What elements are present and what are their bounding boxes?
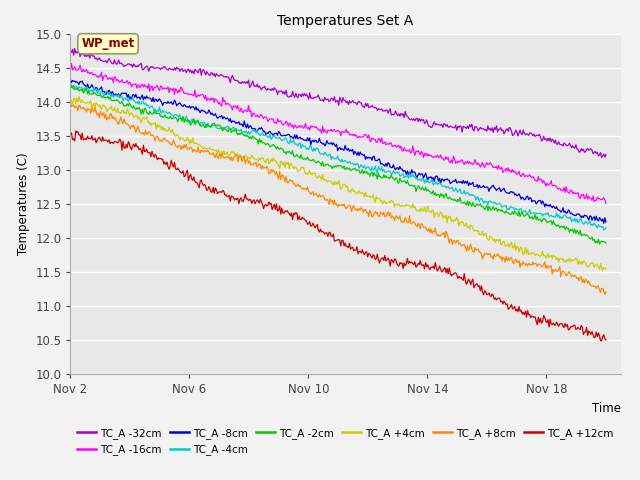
Text: WP_met: WP_met [81, 37, 134, 50]
TC_A -32cm [357, 100, 365, 106]
Line: TC_A +12cm: TC_A +12cm [70, 131, 606, 341]
TC_A -32cm [387, 106, 394, 111]
TC_A -8cm [385, 161, 393, 167]
Title: Temperatures Set A: Temperatures Set A [278, 14, 413, 28]
Line: TC_A -32cm: TC_A -32cm [70, 48, 606, 157]
TC_A -8cm [600, 220, 607, 226]
TC_A -32cm [325, 99, 333, 105]
TC_A +4cm [322, 177, 330, 183]
TC_A +8cm [324, 198, 332, 204]
TC_A -2cm [67, 80, 74, 86]
TC_A -8cm [602, 219, 610, 225]
TC_A -32cm [602, 152, 610, 157]
TC_A -16cm [67, 67, 74, 72]
TC_A -4cm [67, 84, 74, 90]
TC_A +12cm [357, 250, 365, 256]
TC_A +8cm [602, 289, 610, 295]
TC_A -4cm [602, 225, 610, 230]
Line: TC_A +4cm: TC_A +4cm [70, 96, 606, 271]
TC_A -2cm [356, 170, 364, 176]
TC_A -32cm [590, 150, 598, 156]
TC_A -8cm [356, 149, 364, 155]
TC_A +8cm [601, 291, 609, 297]
TC_A -16cm [322, 129, 330, 135]
TC_A -32cm [507, 125, 515, 131]
Y-axis label: Temperatures (C): Temperatures (C) [17, 153, 29, 255]
TC_A -32cm [322, 97, 330, 103]
TC_A -2cm [385, 176, 393, 181]
TC_A +12cm [72, 128, 79, 134]
TC_A -16cm [357, 134, 365, 140]
TC_A +4cm [75, 94, 83, 99]
TC_A -32cm [71, 46, 79, 51]
TC_A -2cm [321, 163, 328, 168]
X-axis label: Time: Time [592, 402, 621, 415]
TC_A -8cm [589, 215, 597, 221]
TC_A -8cm [324, 140, 332, 146]
TC_A -4cm [507, 204, 515, 209]
TC_A -4cm [387, 168, 394, 174]
TC_A +8cm [385, 213, 393, 219]
TC_A -16cm [387, 140, 394, 145]
TC_A +4cm [507, 241, 515, 247]
TC_A +8cm [589, 283, 597, 288]
TC_A -16cm [507, 167, 515, 173]
TC_A -16cm [325, 128, 333, 133]
TC_A -2cm [589, 238, 597, 243]
TC_A +4cm [599, 268, 607, 274]
TC_A -4cm [590, 220, 598, 226]
TC_A +4cm [357, 191, 365, 196]
TC_A +12cm [387, 263, 394, 269]
TC_A -2cm [324, 162, 332, 168]
Line: TC_A -4cm: TC_A -4cm [70, 85, 606, 230]
TC_A +8cm [67, 99, 74, 105]
TC_A +12cm [325, 229, 333, 235]
TC_A -4cm [357, 162, 365, 168]
TC_A +12cm [67, 132, 74, 138]
TC_A +8cm [321, 197, 328, 203]
Line: TC_A -16cm: TC_A -16cm [70, 64, 606, 203]
Legend: TC_A -32cm, TC_A -16cm, TC_A -8cm, TC_A -4cm, TC_A -2cm, TC_A +4cm, TC_A +8cm, T: TC_A -32cm, TC_A -16cm, TC_A -8cm, TC_A … [74, 424, 618, 459]
Line: TC_A -2cm: TC_A -2cm [70, 83, 606, 244]
TC_A -16cm [602, 200, 610, 206]
TC_A -2cm [602, 240, 610, 246]
TC_A -8cm [506, 191, 513, 196]
TC_A -8cm [67, 76, 74, 82]
TC_A -32cm [598, 155, 605, 160]
TC_A +4cm [325, 178, 333, 184]
TC_A +4cm [590, 264, 598, 270]
TC_A -4cm [322, 151, 330, 156]
TC_A +4cm [602, 266, 610, 272]
TC_A +8cm [356, 207, 364, 213]
TC_A +12cm [507, 304, 515, 310]
TC_A +8cm [506, 258, 513, 264]
Line: TC_A -8cm: TC_A -8cm [70, 79, 606, 223]
TC_A +12cm [602, 337, 610, 343]
TC_A +12cm [322, 230, 330, 236]
TC_A +4cm [387, 200, 394, 206]
TC_A -16cm [68, 61, 76, 67]
TC_A +12cm [590, 335, 598, 341]
TC_A -4cm [600, 227, 607, 233]
TC_A +12cm [598, 338, 605, 344]
TC_A -2cm [596, 241, 604, 247]
TC_A -8cm [321, 143, 328, 149]
Line: TC_A +8cm: TC_A +8cm [70, 102, 606, 294]
TC_A -2cm [506, 211, 513, 217]
TC_A -16cm [590, 199, 598, 204]
TC_A -32cm [67, 48, 74, 54]
TC_A -4cm [68, 82, 76, 88]
TC_A -4cm [325, 152, 333, 157]
TC_A +4cm [67, 96, 74, 102]
